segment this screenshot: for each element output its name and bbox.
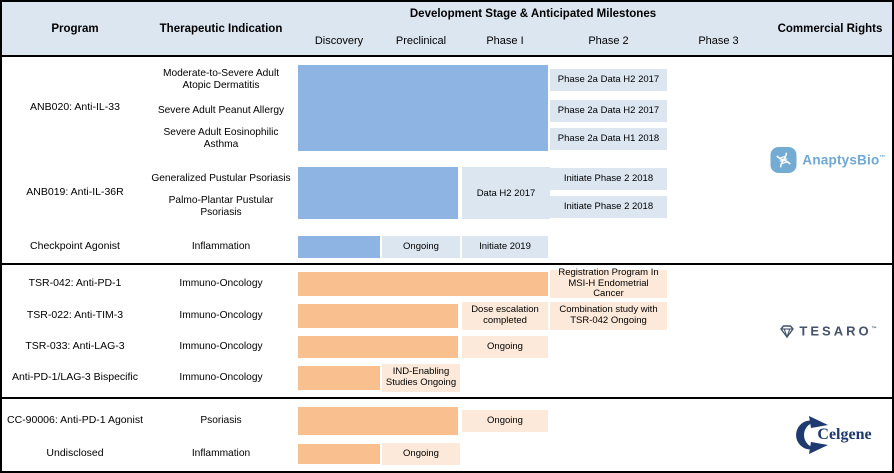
program-group-bispecific: Anti-PD-1/LAG-3 Bispecific Immuno-Oncolo…: [2, 363, 892, 393]
program-group-tsr033: TSR-033: Anti-LAG-3 Immuno-Oncology Ongo…: [2, 333, 892, 361]
company-name: Celgene: [817, 426, 872, 443]
milestone-box: Phase 2a Data H2 2017: [550, 69, 667, 91]
commercial-rights-tesaro: TESARO™: [766, 324, 890, 339]
header-stage-phase3: Phase 3: [698, 35, 739, 47]
milestone-box: Initiate Phase 2 2018: [550, 196, 667, 218]
indication-label: Immuno-Oncology: [179, 277, 263, 289]
header-stage-phase2: Phase 2: [588, 35, 629, 47]
trademark: ™: [879, 155, 886, 161]
tesaro-logo: TESARO™: [779, 323, 877, 339]
section-celgene: CC-90006: Anti-PD-1 Agonist Psoriasis On…: [2, 397, 892, 471]
pipeline-row: Generalized Pustular Psoriasis Initiate …: [148, 165, 892, 193]
program-group-tsr022: TSR-022: Anti-TIM-3 Immuno-Oncology Dose…: [2, 301, 892, 331]
pipeline-row: Moderate-to-Severe Adult Atopic Dermatit…: [148, 63, 892, 97]
stage-bar: [298, 167, 458, 219]
pipeline-row: Inflammation Ongoing: [148, 441, 892, 467]
program-label: Anti-PD-1/LAG-3 Bispecific: [11, 371, 139, 384]
stage-bar: [298, 336, 458, 358]
tesaro-diamond-icon: [780, 324, 795, 338]
pipeline-row: Immuno-Oncology Registration Program In …: [148, 267, 892, 299]
program-group-anb020: ANB020: Anti-IL-33 Moderate-to-Severe Ad…: [2, 63, 892, 153]
anaptysbio-logo: AnaptysBio™: [770, 147, 885, 174]
pipeline-row: Inflammation Ongoing Initiate 2019: [148, 233, 892, 261]
header-dev-stage-title: Development Stage & Anticipated Mileston…: [409, 8, 657, 20]
milestone-box: Phase 2a Data H1 2018: [550, 128, 667, 150]
anaptysbio-icon: [770, 147, 797, 173]
trademark: ™: [871, 326, 877, 333]
pipeline-row: Immuno-Oncology Ongoing: [148, 333, 892, 361]
program-label: Checkpoint Agonist: [30, 240, 120, 253]
stage-bar: [298, 304, 458, 328]
pipeline-row: Psoriasis Ongoing: [148, 404, 892, 438]
pipeline-row: Severe Adult Eosinophilic Asthma Phase 2…: [148, 125, 892, 153]
commercial-rights-anaptysbio: AnaptysBio™: [766, 147, 890, 174]
indication-label: Severe Adult Eosinophilic Asthma: [163, 126, 279, 150]
indication-label: Generalized Pustular Psoriasis: [151, 172, 291, 184]
header-therapeutic-indication: Therapeutic Indication: [159, 22, 283, 35]
indication-label: Immuno-Oncology: [179, 371, 263, 383]
indication-label: Immuno-Oncology: [179, 340, 263, 352]
milestone-box-shared: Data H2 2017: [462, 167, 550, 219]
stage-bar: [298, 65, 548, 151]
milestone-box: Ongoing: [462, 410, 548, 432]
indication-label: Psoriasis: [200, 414, 242, 426]
pipeline-row: Palmo-Plantar Pustular Psoriasis Initiat…: [148, 193, 892, 221]
program-label: TSR-033: Anti-LAG-3: [25, 340, 125, 353]
milestone-box: Initiate 2019: [462, 236, 548, 258]
program-label: Undisclosed: [46, 447, 104, 460]
stage-bar: [298, 366, 380, 390]
milestone-box: Ongoing: [382, 236, 460, 258]
program-group-anb019: ANB019: Anti-IL-36R Data H2 2017 General…: [2, 165, 892, 221]
indication-label: Severe Adult Peanut Allergy: [157, 104, 285, 116]
milestone-box: Initiate Phase 2 2018: [550, 168, 667, 190]
milestone-box: Ongoing: [462, 336, 548, 358]
header-stage-phase1: Phase I: [486, 35, 524, 47]
program-group-tsr042: TSR-042: Anti-PD-1 Immuno-Oncology Regis…: [2, 267, 892, 299]
commercial-rights-celgene: Celgene: [766, 415, 890, 455]
header-program: Program: [51, 22, 99, 35]
section-tesaro: TSR-042: Anti-PD-1 Immuno-Oncology Regis…: [2, 263, 892, 397]
pipeline-row: Immuno-Oncology Dose escalation complete…: [148, 301, 892, 331]
stage-bar: [298, 236, 380, 258]
indication-label: Moderate-to-Severe Adult Atopic Dermatit…: [162, 67, 280, 91]
milestone-box: Ongoing: [382, 443, 460, 465]
header-stage-preclinical: Preclinical: [395, 35, 447, 47]
header-stage-discovery: Discovery: [314, 35, 364, 47]
milestone-box: Registration Program In MSI-H Endometria…: [550, 267, 667, 299]
program-group-cc90006: CC-90006: Anti-PD-1 Agonist Psoriasis On…: [2, 404, 892, 438]
stage-bar: [298, 444, 380, 464]
milestone-box: Dose escalation completed: [462, 302, 548, 330]
stage-bar: [298, 407, 458, 435]
milestone-box: Combination study with TSR-042 Ongoing: [550, 302, 667, 330]
pipeline-row: Severe Adult Peanut Allergy Phase 2a Dat…: [148, 97, 892, 125]
program-group-checkpoint-agonist: Checkpoint Agonist Inflammation Ongoing …: [2, 233, 892, 261]
indication-label: Immuno-Oncology: [179, 309, 263, 321]
indication-label: Inflammation: [191, 240, 251, 252]
program-label: ANB020: Anti-IL-33: [30, 101, 120, 114]
program-label: CC-90006: Anti-PD-1 Agonist: [7, 414, 143, 427]
program-label: TSR-042: Anti-PD-1: [28, 277, 122, 290]
program-label: TSR-022: Anti-TIM-3: [26, 309, 124, 322]
header-commercial-rights: Commercial Rights: [777, 22, 883, 35]
indication-label: Inflammation: [191, 447, 251, 459]
milestone-box: IND-Enabling Studies Ongoing: [382, 364, 460, 392]
pipeline-row: Immuno-Oncology IND-Enabling Studies Ong…: [148, 363, 892, 393]
company-name: TESARO: [799, 323, 872, 339]
celgene-icon: [796, 416, 829, 454]
stage-bar: [298, 272, 548, 296]
company-name: AnaptysBio: [802, 152, 880, 168]
indication-label: Palmo-Plantar Pustular Psoriasis: [168, 194, 274, 218]
program-label: ANB019: Anti-IL-36R: [26, 186, 124, 199]
milestone-box: Phase 2a Data H2 2017: [550, 100, 667, 122]
section-anaptysbio: ANB020: Anti-IL-33 Moderate-to-Severe Ad…: [2, 57, 892, 263]
table-header: Program Therapeutic Indication Developme…: [2, 2, 892, 57]
program-group-undisclosed: Undisclosed Inflammation Ongoing: [2, 441, 892, 467]
celgene-logo: Celgene: [784, 415, 872, 455]
